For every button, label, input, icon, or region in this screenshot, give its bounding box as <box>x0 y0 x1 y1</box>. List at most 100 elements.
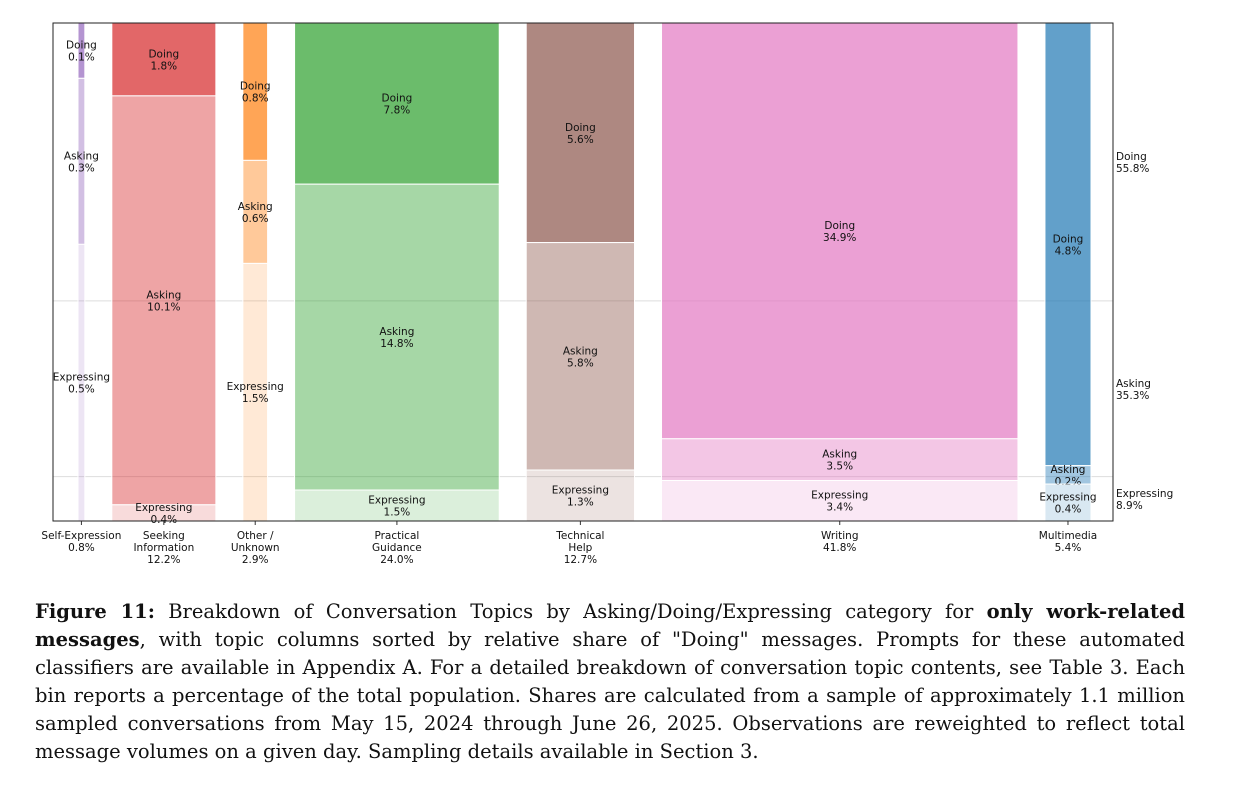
segment-label-value: 14.8% <box>380 338 413 350</box>
segment-label: Doing 7.8% <box>382 93 413 117</box>
overall-label-name: Asking <box>1116 378 1151 390</box>
segment-label-value: 0.4% <box>150 514 177 526</box>
segment-label-value: 0.4% <box>1055 504 1082 516</box>
segment-label: Doing 1.8% <box>148 48 179 72</box>
x-tick-label: Self-Expression 0.8% <box>41 530 121 554</box>
caption-label: Figure 11: <box>35 600 155 623</box>
x-tick-label-line: Multimedia <box>1039 530 1097 542</box>
segment-label: Expressing 0.4% <box>1039 492 1096 516</box>
segment-label-name: Asking <box>64 150 99 162</box>
x-tick-label: Multimedia 5.4% <box>1039 530 1097 554</box>
segment-doing <box>294 22 500 185</box>
column-multimedia: Doing 4.8% Asking 0.2% Expressing 0.4% <box>1039 22 1097 522</box>
segment-label-name: Expressing <box>552 485 609 497</box>
x-tick-label: Practical Guidance 24.0% <box>372 530 422 566</box>
column-technical-help: Doing 5.6% Asking 5.8% Expressing 1.3% <box>525 22 636 522</box>
segment-asking <box>294 183 500 491</box>
segment-label: Asking 5.8% <box>563 345 598 369</box>
segment-label-name: Expressing <box>135 502 192 514</box>
caption-bold: only work-related messages <box>35 600 1185 651</box>
segment-label: Expressing 1.5% <box>368 495 425 519</box>
segment-label-name: Asking <box>822 449 857 461</box>
x-tick-label-line: 12.7% <box>564 554 597 566</box>
x-tick-label: Technical Help 12.7% <box>555 530 604 566</box>
segment-label: Doing 0.8% <box>240 81 271 105</box>
segment-label-value: 1.5% <box>242 393 269 405</box>
segment-label-value: 0.1% <box>68 52 95 64</box>
segment-label-name: Doing <box>148 48 179 60</box>
segment-label-name: Asking <box>379 326 414 338</box>
overall-label-name: Expressing <box>1116 488 1173 500</box>
segment-label-value: 3.5% <box>826 461 853 473</box>
segment-label-name: Doing <box>1053 233 1084 245</box>
overall-label-expressing: Expressing 8.9% <box>1116 488 1173 512</box>
segment-doing <box>525 22 636 244</box>
segment-label-value: 5.6% <box>567 134 594 146</box>
segment-label-value: 1.8% <box>150 60 177 72</box>
overall-label-value: 55.8% <box>1116 163 1149 175</box>
segment-label-value: 10.1% <box>147 301 180 313</box>
segment-label-name: Doing <box>565 122 596 134</box>
segment-label-name: Doing <box>824 220 855 232</box>
x-tick-label-line: 24.0% <box>380 554 413 566</box>
x-tick-label-line: 2.9% <box>242 554 269 566</box>
x-tick-label: Seeking Information 12.2% <box>133 530 194 566</box>
column-practical-guidance: Doing 7.8% Asking 14.8% Expressing 1.5% <box>294 22 500 522</box>
segment-asking <box>242 159 269 264</box>
segment-label-name: Asking <box>238 201 273 213</box>
x-tick-label-line: Information <box>133 542 194 554</box>
x-tick-label-line: 12.2% <box>147 554 180 566</box>
column-seeking-information: Doing 1.8% Asking 10.1% Expressing 0.4% <box>111 22 217 526</box>
segment-label-name: Expressing <box>368 495 425 507</box>
column-self-expression: Doing 0.1% Asking 0.3% Expressing 0.5% <box>53 22 110 522</box>
x-tick-label-line: 5.4% <box>1055 542 1082 554</box>
overall-label-doing: Doing 55.8% <box>1116 151 1149 175</box>
segment-label: Doing 0.1% <box>66 40 97 64</box>
x-tick-label-line: Guidance <box>372 542 422 554</box>
segment-label-value: 1.5% <box>384 507 411 519</box>
segment-label: Asking 14.8% <box>379 326 414 350</box>
segment-label-value: 7.8% <box>384 105 411 117</box>
segment-label-value: 0.3% <box>68 162 95 174</box>
overall-label-value: 35.3% <box>1116 390 1149 402</box>
segment-label-value: 0.6% <box>242 213 269 225</box>
segment-label: Asking 0.6% <box>238 201 273 225</box>
mosaic-chart: Doing 0.1%Asking 0.3%Expressing 0.5%Self-Ex… <box>41 22 1173 566</box>
segment-label-value: 0.5% <box>68 384 95 396</box>
figure-caption: Figure 11: Breakdown of Conversation Top… <box>35 598 1185 766</box>
segment-label-value: 0.8% <box>242 93 269 105</box>
segment-label: Expressing 0.4% <box>135 502 192 526</box>
segment-label: Expressing 1.3% <box>552 485 609 509</box>
segment-label-name: Asking <box>1050 464 1085 476</box>
caption-text-1: Breakdown of Conversation Topics by Aski… <box>154 600 987 623</box>
segment-label-value: 5.8% <box>567 357 594 369</box>
segment-label-name: Doing <box>66 40 97 52</box>
segment-label: Doing 4.8% <box>1053 233 1084 257</box>
x-tick-label: Writing 41.8% <box>821 530 859 554</box>
segment-label: Asking 10.1% <box>146 289 181 313</box>
segment-label-name: Expressing <box>1039 492 1096 504</box>
x-tick-label-line: Writing <box>821 530 859 542</box>
x-tick-label-line: Practical <box>374 530 419 542</box>
segment-doing <box>661 22 1019 440</box>
segment-expressing <box>242 262 269 522</box>
segment-label: Expressing 1.5% <box>227 381 284 405</box>
segment-expressing <box>661 479 1019 522</box>
overall-label-name: Doing <box>1116 151 1147 163</box>
segment-label-name: Asking <box>146 289 181 301</box>
x-tick-label-line: 41.8% <box>823 542 856 554</box>
segment-label-name: Expressing <box>811 490 868 502</box>
segment-asking <box>661 438 1019 481</box>
segment-asking <box>111 95 217 506</box>
x-tick-label-line: Technical <box>555 530 604 542</box>
segment-label: Expressing 0.5% <box>53 372 110 396</box>
segment-label: Asking 0.2% <box>1050 464 1085 488</box>
segment-label-name: Doing <box>382 93 413 105</box>
segment-label-value: 34.9% <box>823 232 856 244</box>
segment-expressing <box>1044 483 1092 522</box>
segment-label-value: 1.3% <box>567 497 594 509</box>
segment-label-name: Expressing <box>53 372 110 384</box>
segment-label: Asking 0.3% <box>64 150 99 174</box>
overall-label-asking: Asking 35.3% <box>1116 378 1151 402</box>
plot-frame <box>52 22 1114 522</box>
